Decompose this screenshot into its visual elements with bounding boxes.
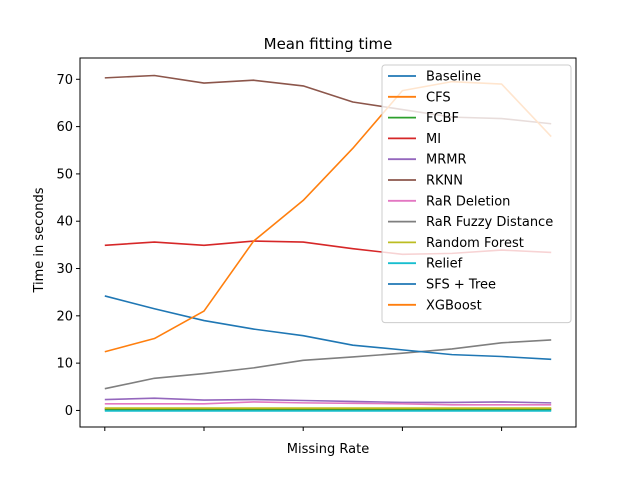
y-tick-label: 20 bbox=[56, 309, 73, 324]
legend-label-4: MRMR bbox=[426, 153, 467, 168]
x-axis-ticks bbox=[104, 427, 503, 431]
legend-box bbox=[381, 64, 572, 324]
y-axis-ticks: 0 10 20 30 40 50 60 70 bbox=[56, 73, 80, 419]
series-line-10 bbox=[104, 295, 552, 361]
y-tick-label: 30 bbox=[56, 262, 73, 277]
legend-label-2: FCBF bbox=[426, 111, 459, 126]
y-tick-label: 50 bbox=[56, 167, 73, 182]
series-line-6 bbox=[104, 401, 552, 406]
legend-label-10: SFS + Tree bbox=[426, 278, 496, 293]
chart-title: Mean fitting time bbox=[264, 35, 393, 53]
legend-label-5: RKNN bbox=[426, 174, 463, 189]
legend-label-11: XGBoost bbox=[426, 298, 482, 313]
legend-label-8: Random Forest bbox=[426, 236, 524, 251]
legend-label-3: MI bbox=[426, 132, 441, 147]
series-line-7 bbox=[104, 339, 552, 390]
legend-label-9: Relief bbox=[426, 257, 463, 272]
y-tick-label: 70 bbox=[56, 73, 73, 88]
series-line-4 bbox=[104, 397, 552, 404]
x-axis-label: Missing Rate bbox=[287, 442, 369, 457]
y-tick-label: 0 bbox=[65, 404, 73, 419]
plot-lines bbox=[104, 74, 552, 412]
y-tick-label: 10 bbox=[56, 357, 73, 372]
y-tick-label: 60 bbox=[56, 120, 73, 135]
legend: Baseline CFS FCBF MI MRMR RKNN RaR Deletion RaR… bbox=[381, 64, 572, 324]
legend-label-7: RaR Fuzzy Distance bbox=[426, 215, 553, 230]
y-tick-label: 40 bbox=[56, 215, 73, 230]
plot-frame bbox=[79, 57, 577, 428]
legend-label-6: RaR Deletion bbox=[426, 194, 510, 209]
legend-label-1: CFS bbox=[426, 90, 451, 105]
legend-label-0: Baseline bbox=[426, 70, 481, 85]
y-axis-label: Time in seconds bbox=[32, 187, 47, 293]
